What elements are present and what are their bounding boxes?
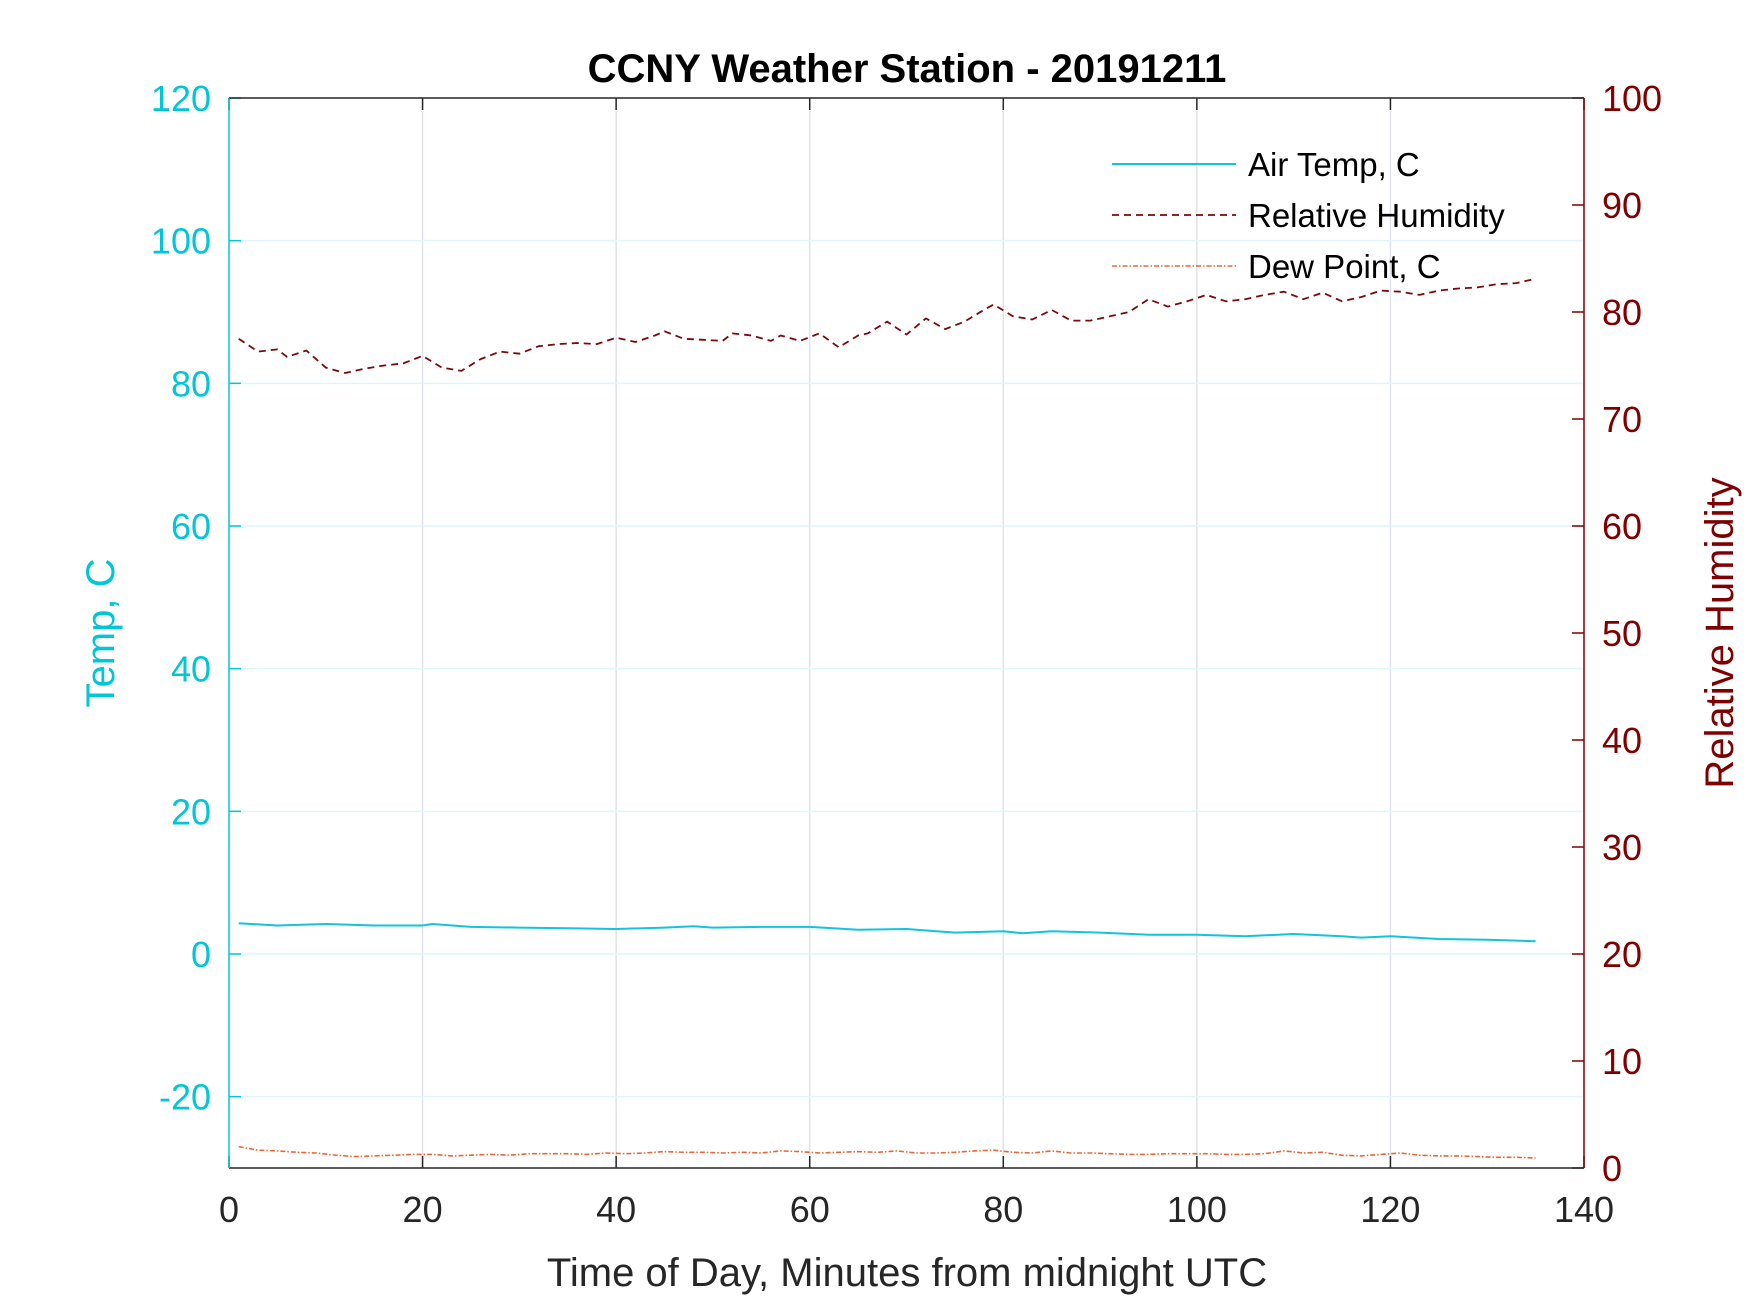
y-left-tick-label: 20: [171, 791, 211, 832]
tick-labels: 0 20 40 60 80 100 120 140 -20 0 20 40 60 80 100 120 0 10 2…: [151, 78, 1662, 1230]
series-line-air-temp-c: [238, 922, 1536, 943]
y-left-tick-label: 80: [171, 363, 211, 404]
x-tick-label: 80: [983, 1189, 1023, 1230]
y-right-tick-label: 70: [1602, 399, 1642, 440]
y-axis-label-right: Relative Humidity: [1698, 477, 1742, 788]
y-left-tick-label: 60: [171, 506, 211, 547]
y-right-tick-label: 20: [1602, 934, 1642, 975]
axes: [228, 97, 1585, 1169]
y-left-tick-label: 0: [191, 934, 211, 975]
y-right-tick-label: 0: [1602, 1148, 1622, 1189]
y-right-tick-label: 30: [1602, 827, 1642, 868]
y-right-tick-label: 90: [1602, 185, 1642, 226]
legend-label-air-temp-c: Air Temp, C: [1248, 146, 1420, 183]
y-left-tick-label: 100: [151, 221, 211, 262]
y-right-tick-label: 10: [1602, 1041, 1642, 1082]
y-left-tick-label: 120: [151, 78, 211, 119]
chart-title: CCNY Weather Station - 20191211: [588, 47, 1227, 91]
series-line-dew-point-c: [238, 1145, 1536, 1159]
y-right-tick-label: 80: [1602, 292, 1642, 333]
x-tick-label: 140: [1554, 1189, 1614, 1230]
x-tick-label: 60: [790, 1189, 830, 1230]
legend-label-dew-point-c: Dew Point, C: [1248, 248, 1441, 285]
grid: [229, 98, 1584, 1168]
x-axis-label: Time of Day, Minutes from midnight UTC: [547, 1251, 1267, 1295]
y-left-tick-label: -20: [159, 1077, 211, 1118]
legend-label-relative-humidity: Relative Humidity: [1248, 197, 1505, 234]
x-tick-label: 20: [403, 1189, 443, 1230]
x-tick-label: 40: [596, 1189, 636, 1230]
y-right-tick-label: 50: [1602, 613, 1642, 654]
y-right-tick-label: 60: [1602, 506, 1642, 547]
legend: Air Temp, C Relative Humidity Dew Point, C: [1112, 146, 1505, 285]
series-layer: [238, 277, 1536, 1159]
y-right-tick-label: 100: [1602, 78, 1662, 119]
series-line-relative-humidity: [238, 277, 1536, 374]
y-left-tick-label: 40: [171, 649, 211, 690]
y-right-tick-label: 40: [1602, 720, 1642, 761]
x-tick-label: 0: [219, 1189, 239, 1230]
x-tick-label: 120: [1360, 1189, 1420, 1230]
y-axis-label-left: Temp, C: [79, 559, 123, 708]
x-tick-label: 100: [1167, 1189, 1227, 1230]
